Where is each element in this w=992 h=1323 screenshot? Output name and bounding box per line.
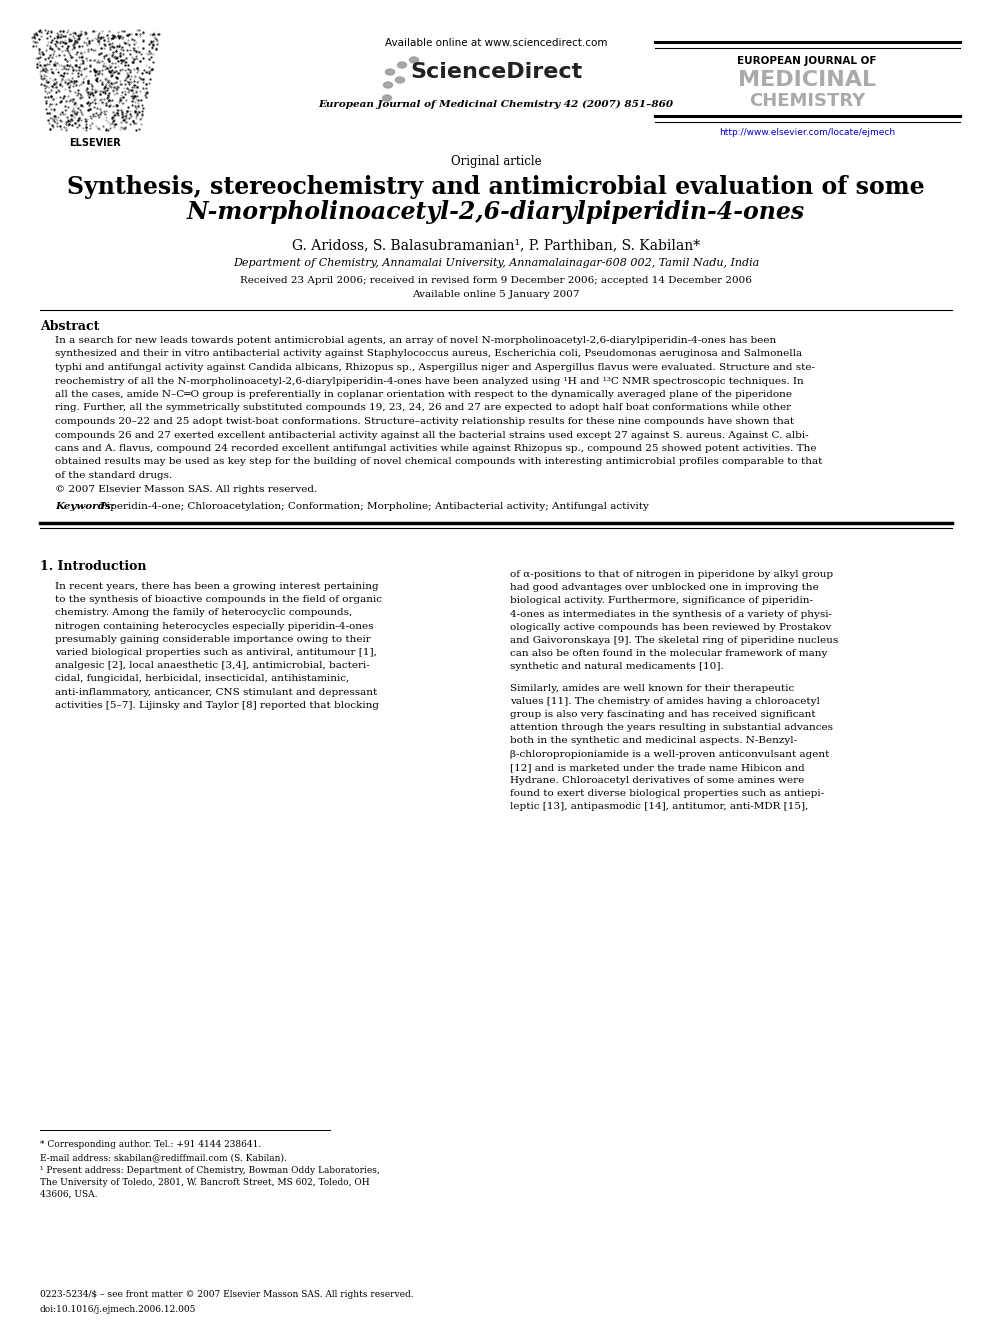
Text: Available online at www.sciencedirect.com: Available online at www.sciencedirect.co… xyxy=(385,38,607,48)
Text: MEDICINAL: MEDICINAL xyxy=(738,70,876,90)
Ellipse shape xyxy=(383,95,392,101)
Text: 1. Introduction: 1. Introduction xyxy=(40,560,147,573)
Text: both in the synthetic and medicinal aspects. N-Benzyl-: both in the synthetic and medicinal aspe… xyxy=(510,737,798,745)
Text: Synthesis, stereochemistry and antimicrobial evaluation of some: Synthesis, stereochemistry and antimicro… xyxy=(67,175,925,198)
Text: ScienceDirect: ScienceDirect xyxy=(410,62,582,82)
Text: group is also very fascinating and has received significant: group is also very fascinating and has r… xyxy=(510,710,815,718)
Text: Piperidin-4-one; Chloroacetylation; Conformation; Morpholine; Antibacterial acti: Piperidin-4-one; Chloroacetylation; Conf… xyxy=(100,501,649,511)
Text: varied biological properties such as antiviral, antitumour [1],: varied biological properties such as ant… xyxy=(55,648,377,658)
Text: attention through the years resulting in substantial advances: attention through the years resulting in… xyxy=(510,724,833,732)
Text: synthesized and their in vitro antibacterial activity against Staphylococcus aur: synthesized and their in vitro antibacte… xyxy=(55,349,803,359)
Text: found to exert diverse biological properties such as antiepi-: found to exert diverse biological proper… xyxy=(510,790,824,798)
Text: typhi and antifungal activity against Candida albicans, Rhizopus sp., Aspergillu: typhi and antifungal activity against Ca… xyxy=(55,363,815,372)
Text: N-morpholinoacetyl-2,6-diarylpiperidin-4-ones: N-morpholinoacetyl-2,6-diarylpiperidin-4… xyxy=(186,200,806,224)
Text: doi:10.1016/j.ejmech.2006.12.005: doi:10.1016/j.ejmech.2006.12.005 xyxy=(40,1304,196,1314)
Text: [12] and is marketed under the trade name Hibicon and: [12] and is marketed under the trade nam… xyxy=(510,763,805,771)
Text: synthetic and natural medicaments [10].: synthetic and natural medicaments [10]. xyxy=(510,663,724,671)
Text: presumably gaining considerable importance owing to their: presumably gaining considerable importan… xyxy=(55,635,371,644)
Text: Hydrane. Chloroacetyl derivatives of some amines were: Hydrane. Chloroacetyl derivatives of som… xyxy=(510,777,805,785)
Text: Abstract: Abstract xyxy=(40,320,99,333)
Text: CHEMISTRY: CHEMISTRY xyxy=(749,93,865,110)
Text: of α-positions to that of nitrogen in piperidone by alkyl group: of α-positions to that of nitrogen in pi… xyxy=(510,570,833,579)
Text: ELSEVIER: ELSEVIER xyxy=(69,138,121,148)
Text: E-mail address: skabilan@rediffmail.com (S. Kabilan).: E-mail address: skabilan@rediffmail.com … xyxy=(40,1154,287,1162)
Text: to the synthesis of bioactive compounds in the field of organic: to the synthesis of bioactive compounds … xyxy=(55,595,382,605)
Text: of the standard drugs.: of the standard drugs. xyxy=(55,471,173,480)
Text: * Corresponding author. Tel.: +91 4144 238641.: * Corresponding author. Tel.: +91 4144 2… xyxy=(40,1140,261,1148)
Text: European Journal of Medicinal Chemistry 42 (2007) 851–860: European Journal of Medicinal Chemistry … xyxy=(318,101,674,108)
Text: compounds 20–22 and 25 adopt twist-boat conformations. Structure–activity relati: compounds 20–22 and 25 adopt twist-boat … xyxy=(55,417,795,426)
Text: Keywords:: Keywords: xyxy=(55,501,118,511)
Ellipse shape xyxy=(386,69,395,75)
Text: reochemistry of all the N-morpholinoacetyl-2,6-diarylpiperidin-4-ones have been : reochemistry of all the N-morpholinoacet… xyxy=(55,377,804,385)
Text: all the cases, amide N–C═O group is preferentially in coplanar orientation with : all the cases, amide N–C═O group is pref… xyxy=(55,390,792,400)
Ellipse shape xyxy=(396,77,405,83)
Ellipse shape xyxy=(398,62,407,67)
Text: can also be often found in the molecular framework of many: can also be often found in the molecular… xyxy=(510,650,827,659)
Text: The University of Toledo, 2801, W. Bancroft Street, MS 602, Toledo, OH: The University of Toledo, 2801, W. Bancr… xyxy=(40,1177,370,1187)
Text: Received 23 April 2006; received in revised form 9 December 2006; accepted 14 De: Received 23 April 2006; received in revi… xyxy=(240,277,752,284)
Text: ring. Further, all the symmetrically substituted compounds 19, 23, 24, 26 and 27: ring. Further, all the symmetrically sub… xyxy=(55,404,792,413)
Text: 43606, USA.: 43606, USA. xyxy=(40,1189,97,1199)
Text: G. Aridoss, S. Balasubramanian¹, P. Parthiban, S. Kabilan*: G. Aridoss, S. Balasubramanian¹, P. Part… xyxy=(292,238,700,251)
Text: anti-inflammatory, anticancer, CNS stimulant and depressant: anti-inflammatory, anticancer, CNS stimu… xyxy=(55,688,377,697)
Text: 0223-5234/$ – see front matter © 2007 Elsevier Masson SAS. All rights reserved.: 0223-5234/$ – see front matter © 2007 El… xyxy=(40,1290,414,1299)
Text: In a search for new leads towards potent antimicrobial agents, an array of novel: In a search for new leads towards potent… xyxy=(55,336,777,345)
Text: activities [5–7]. Lijinsky and Taylor [8] reported that blocking: activities [5–7]. Lijinsky and Taylor [8… xyxy=(55,701,379,710)
Text: and Gaivoronskaya [9]. The skeletal ring of piperidine nucleus: and Gaivoronskaya [9]. The skeletal ring… xyxy=(510,636,838,646)
Text: cans and A. flavus, compound 24 recorded excellent antifungal activities while a: cans and A. flavus, compound 24 recorded… xyxy=(55,445,816,452)
Text: © 2007 Elsevier Masson SAS. All rights reserved.: © 2007 Elsevier Masson SAS. All rights r… xyxy=(55,484,317,493)
Text: biological activity. Furthermore, significance of piperidin-: biological activity. Furthermore, signif… xyxy=(510,597,813,606)
Text: ologically active compounds has been reviewed by Prostakov: ologically active compounds has been rev… xyxy=(510,623,831,632)
Text: had good advantages over unblocked one in improving the: had good advantages over unblocked one i… xyxy=(510,583,818,593)
Text: ¹ Present address: Department of Chemistry, Bowman Oddy Laboratories,: ¹ Present address: Department of Chemist… xyxy=(40,1166,380,1175)
Text: compounds 26 and 27 exerted excellent antibacterial activity against all the bac: compounds 26 and 27 exerted excellent an… xyxy=(55,430,808,439)
Text: Department of Chemistry, Annamalai University, Annamalainagar-608 002, Tamil Nad: Department of Chemistry, Annamalai Unive… xyxy=(233,258,759,269)
Text: EUROPEAN JOURNAL OF: EUROPEAN JOURNAL OF xyxy=(737,56,877,66)
Ellipse shape xyxy=(384,82,393,89)
Text: 4-ones as intermediates in the synthesis of a variety of physi-: 4-ones as intermediates in the synthesis… xyxy=(510,610,832,619)
Text: http://www.elsevier.com/locate/ejmech: http://www.elsevier.com/locate/ejmech xyxy=(719,128,895,138)
Text: cidal, fungicidal, herbicidal, insecticidal, antihistaminic,: cidal, fungicidal, herbicidal, insectici… xyxy=(55,675,349,684)
Text: values [11]. The chemistry of amides having a chloroacetyl: values [11]. The chemistry of amides hav… xyxy=(510,697,819,705)
Text: Similarly, amides are well known for their therapeutic: Similarly, amides are well known for the… xyxy=(510,684,795,693)
Text: chemistry. Among the family of heterocyclic compounds,: chemistry. Among the family of heterocyc… xyxy=(55,609,352,618)
Text: obtained results may be used as key step for the building of novel chemical comp: obtained results may be used as key step… xyxy=(55,458,822,467)
Text: nitrogen containing heterocycles especially piperidin-4-ones: nitrogen containing heterocycles especia… xyxy=(55,622,374,631)
Ellipse shape xyxy=(410,57,419,64)
Text: analgesic [2], local anaesthetic [3,4], antimicrobial, bacteri-: analgesic [2], local anaesthetic [3,4], … xyxy=(55,662,370,671)
Text: leptic [13], antipasmodic [14], antitumor, anti-MDR [15],: leptic [13], antipasmodic [14], antitumo… xyxy=(510,803,808,811)
Text: Original article: Original article xyxy=(450,155,542,168)
Text: β-chloropropioniamide is a well-proven anticonvulsant agent: β-chloropropioniamide is a well-proven a… xyxy=(510,750,829,758)
Text: Available online 5 January 2007: Available online 5 January 2007 xyxy=(413,290,579,299)
Text: In recent years, there has been a growing interest pertaining: In recent years, there has been a growin… xyxy=(55,582,379,591)
